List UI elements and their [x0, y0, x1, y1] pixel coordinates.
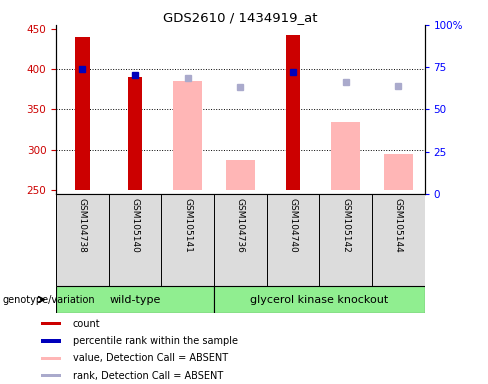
Bar	[331, 121, 360, 190]
Text: GSM105141: GSM105141	[183, 198, 192, 253]
Text: GSM105142: GSM105142	[341, 198, 350, 252]
Bar	[56, 286, 214, 313]
Bar	[128, 77, 142, 190]
Bar	[41, 374, 61, 377]
Text: GSM105140: GSM105140	[131, 198, 140, 253]
Bar	[285, 35, 300, 190]
Text: GSM105144: GSM105144	[394, 198, 403, 252]
Text: GSM104736: GSM104736	[236, 198, 245, 253]
Bar	[173, 81, 202, 190]
Bar	[384, 154, 413, 190]
Text: percentile rank within the sample: percentile rank within the sample	[73, 336, 238, 346]
Text: wild-type: wild-type	[109, 295, 161, 305]
Text: value, Detection Call = ABSENT: value, Detection Call = ABSENT	[73, 353, 228, 363]
Bar	[214, 286, 425, 313]
Bar	[226, 160, 255, 190]
Text: GSM104740: GSM104740	[288, 198, 298, 252]
Bar	[41, 357, 61, 360]
Text: glycerol kinase knockout: glycerol kinase knockout	[250, 295, 388, 305]
Title: GDS2610 / 1434919_at: GDS2610 / 1434919_at	[163, 11, 318, 24]
Text: genotype/variation: genotype/variation	[2, 295, 95, 305]
Bar	[41, 339, 61, 343]
Text: count: count	[73, 319, 101, 329]
Bar	[41, 322, 61, 325]
Text: GSM104738: GSM104738	[78, 198, 87, 253]
Bar	[75, 37, 90, 190]
Text: rank, Detection Call = ABSENT: rank, Detection Call = ABSENT	[73, 371, 223, 381]
